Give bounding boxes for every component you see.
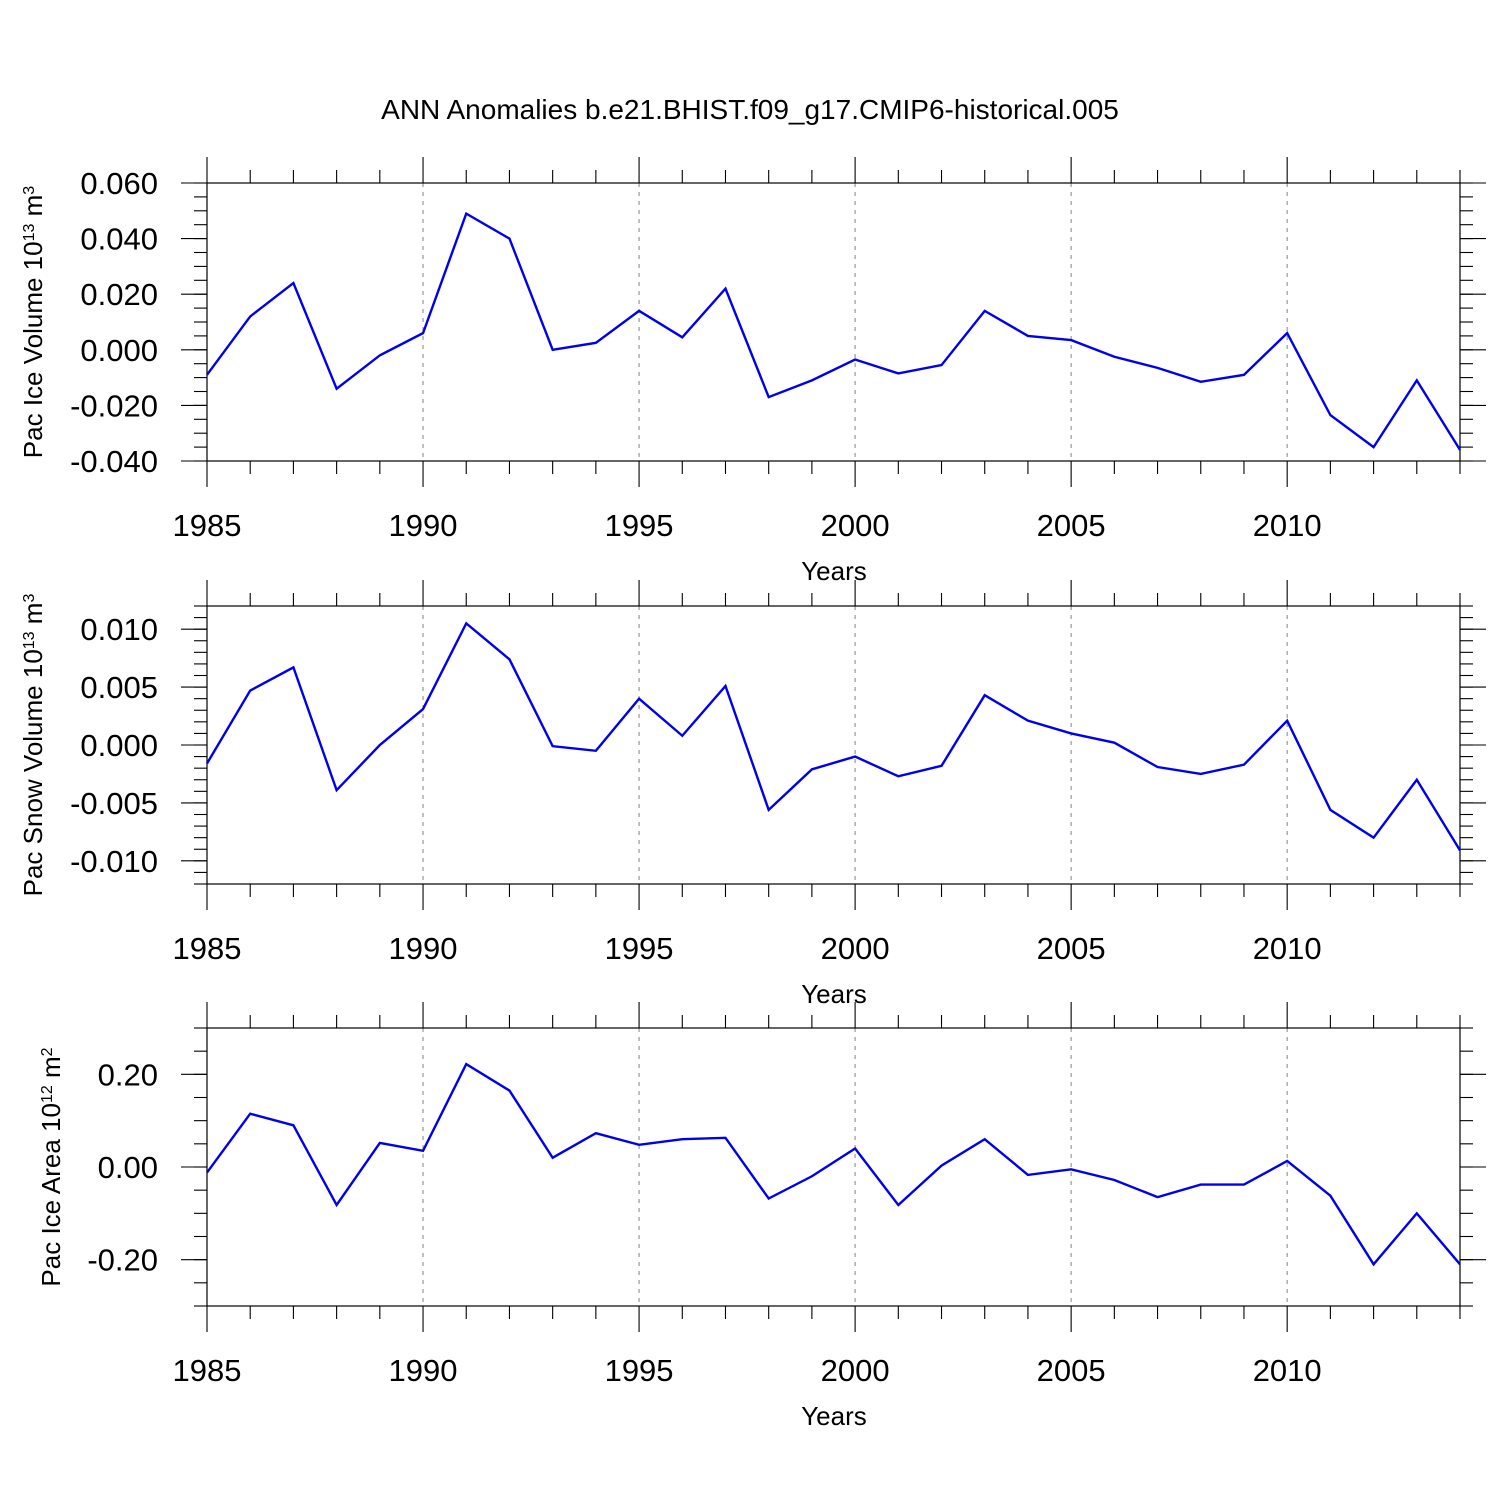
panel-3: -0.20 0.00 0.20 1985 1990 1995 2000 2005 2010 Yea…	[36, 1002, 1486, 1431]
y-axis-label-part: m	[18, 195, 48, 224]
y-tick-label: 0.020	[80, 277, 158, 312]
x-tick-label: 1990	[389, 1353, 458, 1388]
panels: -0.040 -0.020 0.000 0.020 0.040 0.060 1985 1990…	[18, 157, 1486, 1431]
x-tick-label: 1990	[389, 508, 458, 543]
y-tick-label: 0.010	[80, 612, 158, 647]
x-tick-label: 2010	[1253, 931, 1322, 966]
y-axis-label: Pac Ice Volume 1013 m3	[18, 186, 48, 459]
y-tick-label: 0.20	[98, 1057, 158, 1092]
plot-frame	[206, 182, 1461, 462]
x-axis-label: Years	[801, 979, 867, 1009]
y-axis-label-part: Pac Ice Area 10	[36, 1103, 66, 1287]
x-tick-label: 1985	[173, 1353, 242, 1388]
x-tick-label: 1985	[173, 508, 242, 543]
x-tick-label: 2005	[1037, 931, 1106, 966]
y-tick-label: -0.020	[70, 388, 158, 423]
y-tick-label: -0.005	[70, 786, 158, 821]
x-tick-label: 1995	[605, 931, 674, 966]
y-tick-label: -0.010	[70, 844, 158, 879]
x-tick-label: 2010	[1253, 508, 1322, 543]
y-axis-label-part: m	[36, 1056, 66, 1085]
x-tick-label: 1995	[605, 1353, 674, 1388]
x-tick-label: 2005	[1037, 508, 1106, 543]
data-line	[206, 211, 1462, 451]
y-axis-label: Pac Snow Volume 1013 m3	[18, 594, 48, 897]
x-tick-label: 1990	[389, 931, 458, 966]
y-tick-label: 0.060	[80, 166, 158, 201]
y-axis-label-superscript: 3	[21, 186, 38, 195]
x-tick-label: 1995	[605, 508, 674, 543]
y-axis-label-part: Pac Snow Volume 10	[18, 649, 48, 896]
x-axis-label: Years	[801, 556, 867, 586]
y-tick-label: 0.040	[80, 222, 158, 257]
figure-title: ANN Anomalies b.e21.BHIST.f09_g17.CMIP6-…	[381, 94, 1119, 125]
y-tick-label: 0.000	[80, 728, 158, 763]
y-tick-label: 0.00	[98, 1150, 158, 1185]
y-tick-label: -0.20	[87, 1243, 158, 1278]
y-axis-label-superscript: 12	[39, 1085, 56, 1103]
y-axis-label-superscript: 3	[21, 594, 38, 603]
y-tick-label: -0.040	[70, 444, 158, 479]
plot-frame	[206, 605, 1461, 885]
y-axis-label: Pac Ice Area 1012 m2	[36, 1047, 66, 1286]
y-axis-label-part: m	[18, 603, 48, 632]
panel-2: -0.010 -0.005 0.000 0.005 0.010 1985 1990 1995 2…	[18, 580, 1486, 1009]
y-axis-label-superscript: 2	[39, 1047, 56, 1056]
y-axis-label-part: Pac Ice Volume 10	[18, 241, 48, 458]
x-tick-label: 2000	[821, 1353, 890, 1388]
x-tick-label: 2000	[821, 508, 890, 543]
y-axis-label-superscript: 13	[21, 631, 38, 649]
x-tick-label: 2005	[1037, 1353, 1106, 1388]
plot-frame	[206, 1027, 1461, 1307]
y-axis-label-superscript: 13	[21, 223, 38, 241]
y-tick-label: 0.000	[80, 333, 158, 368]
data-line	[206, 1062, 1461, 1267]
y-tick-label: 0.005	[80, 670, 158, 705]
panel-1: -0.040 -0.020 0.000 0.020 0.040 0.060 1985 1990…	[18, 157, 1486, 586]
x-tick-label: 1985	[173, 931, 242, 966]
x-axis-label: Years	[801, 1401, 867, 1431]
x-tick-label: 2010	[1253, 1353, 1322, 1388]
x-tick-label: 2000	[821, 931, 890, 966]
data-line	[205, 621, 1462, 852]
